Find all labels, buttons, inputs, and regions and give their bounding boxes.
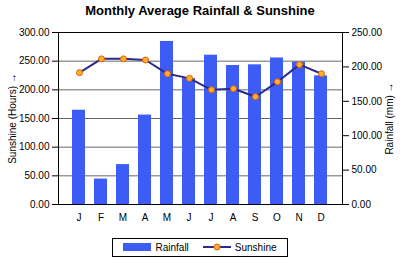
svg-text:250.00: 250.00 [352,27,383,38]
svg-text:J: J [187,212,192,223]
svg-text:J: J [77,212,82,223]
svg-text:300.00: 300.00 [19,27,50,38]
svg-text:150.00: 150.00 [19,113,50,124]
svg-text:50.00: 50.00 [352,164,377,175]
svg-text:200.00: 200.00 [19,84,50,95]
svg-text:0.00: 0.00 [30,199,50,210]
svg-text:100.00: 100.00 [352,130,383,141]
html-text:Sunshine: Sunshine [234,241,277,253]
svg-text:M: M [119,212,127,223]
html-text:Monthly Average Rainfall & Sun: Monthly Average Rainfall & Sunshine [85,3,315,18]
svg-text:M: M [163,212,171,223]
svg-text:O: O [273,212,281,223]
svg-text:F: F [98,212,104,223]
svg-text:Sunshine (Hours) →: Sunshine (Hours) → [7,73,18,164]
html-text:Rainfall: Rainfall [155,241,189,253]
svg-text:A: A [230,212,237,223]
svg-text:A: A [142,212,149,223]
svg-text:J: J [209,212,214,223]
svg-text:D: D [317,212,324,223]
svg-text:N: N [295,212,302,223]
svg-text:150.00: 150.00 [352,96,383,107]
svg-text:200.00: 200.00 [352,61,383,72]
svg-text:0.00: 0.00 [352,199,372,210]
svg-text:Rainfall (mm) →: Rainfall (mm) → [384,82,395,154]
svg-text:250.00: 250.00 [19,55,50,66]
svg-text:100.00: 100.00 [19,141,50,152]
svg-text:S: S [252,212,259,223]
svg-text:50.00: 50.00 [24,170,49,181]
